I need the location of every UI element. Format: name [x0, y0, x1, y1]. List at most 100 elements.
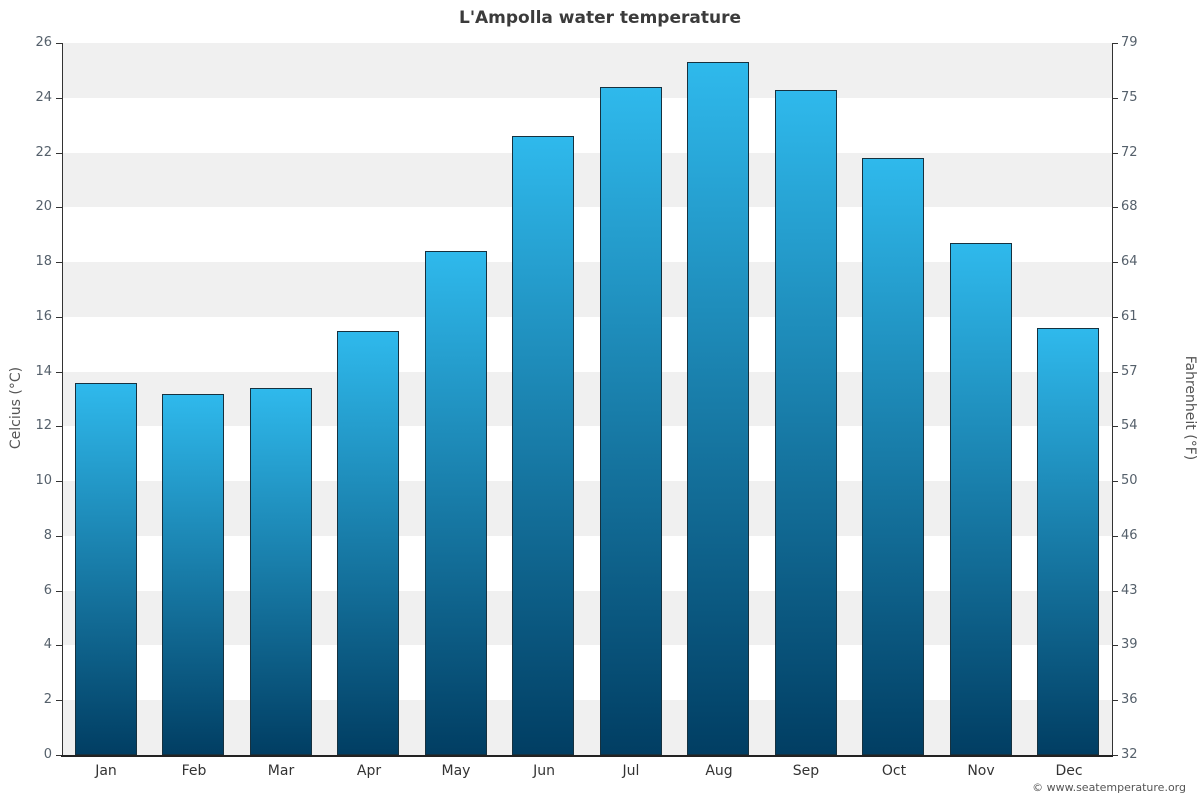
axis-tick-mark — [1112, 97, 1118, 99]
month-label-aug: Aug — [705, 763, 733, 779]
celsius-tick-label: 18 — [35, 254, 52, 270]
axis-tick-mark — [56, 481, 62, 483]
axis-tick-mark — [56, 700, 62, 702]
axis-tick-mark — [56, 590, 62, 592]
axis-tick-mark — [56, 152, 62, 154]
grid-band — [62, 43, 1112, 98]
celsius-tick-label: 24 — [35, 89, 52, 105]
axis-tick-mark — [56, 755, 62, 756]
chart-title: L'Ampolla water temperature — [458, 8, 741, 28]
grid-band — [62, 316, 1112, 372]
fahrenheit-tick-label: 50 — [1121, 473, 1138, 489]
fahrenheit-tick-label: 64 — [1121, 254, 1138, 270]
celsius-tick-label: 12 — [35, 418, 52, 434]
fahrenheit-tick-label: 46 — [1121, 527, 1138, 543]
celsius-tick-label: 8 — [43, 527, 52, 543]
grid-band — [62, 152, 1112, 208]
axis-tick-mark — [1112, 481, 1118, 483]
celsius-tick-label: 26 — [35, 35, 52, 50]
month-label-apr: Apr — [356, 763, 382, 779]
bar-nov — [950, 242, 1012, 755]
fahrenheit-tick-label: 75 — [1121, 89, 1138, 105]
celsius-tick-label: 20 — [35, 199, 52, 215]
axis-tick-mark — [1112, 645, 1118, 647]
right-axis-line — [1112, 43, 1113, 756]
month-label-may: May — [441, 763, 471, 779]
y-axis-label-fahrenheit: Fahrenheit (°F) — [1182, 355, 1198, 461]
celsius-tick-label: 16 — [35, 308, 52, 324]
celsius-tick-label: 2 — [43, 692, 52, 708]
month-label-sep: Sep — [792, 763, 820, 779]
bar-apr — [337, 330, 399, 755]
bar-may — [425, 251, 487, 755]
bar-oct — [862, 158, 924, 755]
axis-tick-mark — [1112, 590, 1118, 592]
fahrenheit-tick-label: 72 — [1121, 144, 1138, 160]
axis-tick-mark — [1112, 152, 1118, 154]
bar-feb — [162, 393, 224, 755]
axis-tick-mark — [56, 316, 62, 318]
fahrenheit-tick-label: 39 — [1121, 637, 1138, 653]
grid-band — [62, 97, 1112, 153]
axis-tick-mark — [1112, 535, 1118, 537]
grid-band — [62, 207, 1112, 263]
celsius-tick-label: 10 — [35, 473, 52, 489]
bar-jan — [75, 382, 137, 755]
grid-band — [62, 700, 1112, 755]
bottom-axis-line — [61, 755, 1113, 757]
axis-tick-mark — [56, 371, 62, 373]
grid-band — [62, 262, 1112, 317]
month-label-dec: Dec — [1055, 763, 1083, 779]
month-label-feb: Feb — [181, 763, 207, 779]
plot-area — [62, 43, 1112, 755]
left-axis-line — [62, 43, 63, 756]
bar-sep — [775, 89, 837, 755]
fahrenheit-tick-label: 32 — [1121, 747, 1138, 762]
axis-tick-mark — [56, 535, 62, 537]
month-label-jul: Jul — [622, 763, 640, 779]
axis-tick-mark — [1112, 426, 1118, 428]
axis-tick-mark — [56, 43, 62, 44]
fahrenheit-tick-label: 57 — [1121, 363, 1138, 379]
axis-tick-mark — [1112, 262, 1118, 264]
fahrenheit-tick-label: 79 — [1121, 35, 1138, 50]
fahrenheit-tick-label: 68 — [1121, 199, 1138, 215]
axis-tick-mark — [1112, 371, 1118, 373]
fahrenheit-tick-label: 54 — [1121, 418, 1138, 434]
grid-band — [62, 590, 1112, 646]
month-label-oct: Oct — [881, 763, 907, 779]
bar-jun — [512, 136, 574, 755]
axis-tick-mark — [1112, 700, 1118, 702]
axis-tick-mark — [56, 645, 62, 647]
axis-tick-mark — [56, 426, 62, 428]
bar-mar — [250, 388, 312, 755]
axis-tick-mark — [56, 97, 62, 99]
axis-tick-mark — [1112, 755, 1118, 756]
bar-dec — [1037, 327, 1099, 755]
month-label-nov: Nov — [967, 763, 995, 779]
bar-aug — [687, 62, 749, 755]
grid-band — [62, 426, 1112, 482]
axis-tick-mark — [1112, 207, 1118, 209]
fahrenheit-tick-label: 61 — [1121, 308, 1138, 324]
celsius-tick-label: 4 — [43, 637, 52, 653]
axis-tick-mark — [56, 262, 62, 264]
grid-band — [62, 645, 1112, 701]
grid-band — [62, 371, 1112, 427]
celsius-tick-label: 0 — [43, 747, 52, 762]
celsius-tick-label: 14 — [35, 363, 52, 379]
grid-band — [62, 481, 1112, 536]
celsius-tick-label: 6 — [43, 582, 52, 598]
axis-tick-mark — [56, 207, 62, 209]
copyright-notice: © www.seatemperature.org — [1032, 781, 1186, 794]
grid-band — [62, 535, 1112, 591]
celsius-tick-label: 22 — [35, 144, 52, 160]
month-label-mar: Mar — [267, 763, 295, 779]
fahrenheit-tick-label: 36 — [1121, 692, 1138, 708]
fahrenheit-tick-label: 43 — [1121, 582, 1138, 598]
month-label-jun: Jun — [533, 763, 555, 779]
axis-tick-mark — [1112, 316, 1118, 318]
bar-jul — [600, 86, 662, 755]
month-label-jan: Jan — [95, 763, 117, 779]
